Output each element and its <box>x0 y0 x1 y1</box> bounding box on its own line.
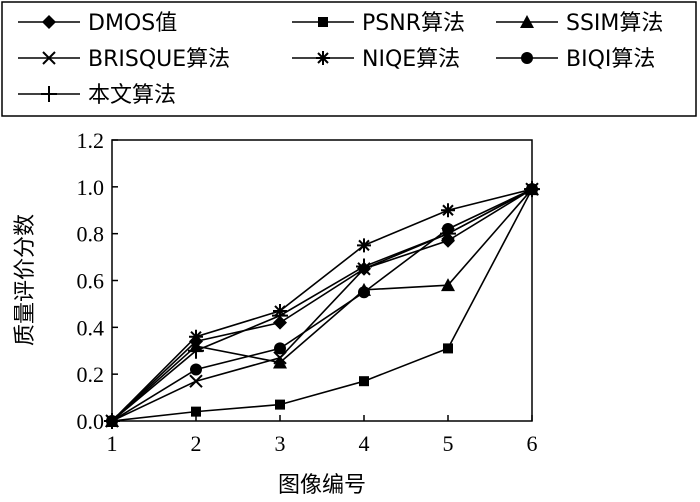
data-point-triangle <box>441 278 455 292</box>
data-point-x <box>189 374 203 388</box>
data-point-plus <box>524 181 540 198</box>
legend-entry: NIQE算法 <box>292 47 460 72</box>
legend: DMOS值 PSNR算法 SSIM算法 BRISQUE算法 NIQE算法 BIQI算法本文… <box>1 1 697 117</box>
series-line <box>111 188 533 422</box>
y-tick-label: 0.4 <box>77 315 105 340</box>
series-line <box>111 188 533 422</box>
y-tick-label: 1.2 <box>77 128 105 153</box>
data-point-plus <box>272 307 288 324</box>
x-tick-label: 4 <box>359 431 370 456</box>
legend-label: BRISQUE算法 <box>88 47 230 72</box>
data-point-square <box>443 343 453 354</box>
legend-marker-plus <box>41 86 57 102</box>
legend-marker-triangle <box>520 15 534 28</box>
legend-marker-diamond <box>42 15 56 29</box>
legend-marker-square <box>318 17 328 27</box>
legend-entry: 本文算法 <box>18 83 176 108</box>
series-layer <box>104 181 540 429</box>
y-tick-label: 0.8 <box>77 222 105 247</box>
legend-marker-circle <box>521 52 533 64</box>
y-tick-label: 1.0 <box>77 175 105 200</box>
tick-layer: 0.0 0.2 0.4 0.6 0.8 1.0 1.2 1 2 3 4 5 6 <box>77 128 538 456</box>
plot-area-frame <box>111 139 533 422</box>
y-tick-label: 0.0 <box>77 409 105 434</box>
data-point-circle <box>190 363 202 376</box>
legend-label: 本文算法 <box>88 83 176 108</box>
x-tick-label: 2 <box>191 431 202 456</box>
series-plus <box>104 181 540 429</box>
data-point-circle <box>274 342 286 355</box>
legend-entry: BRISQUE算法 <box>18 47 230 72</box>
data-point-square <box>359 376 369 387</box>
legend-label: BIQI算法 <box>566 47 655 72</box>
legend-entry: PSNR算法 <box>292 11 465 36</box>
series-triangle <box>105 182 539 427</box>
legend-label: DMOS值 <box>88 11 177 36</box>
x-tick-label: 6 <box>527 431 538 456</box>
series-line <box>111 188 533 422</box>
legend-label: SSIM算法 <box>566 11 663 36</box>
y-tick-label: 0.2 <box>77 362 105 387</box>
x-axis-title: 图像编号 <box>278 473 366 498</box>
series-line <box>111 188 533 422</box>
legend-marker-asterisk <box>316 51 330 65</box>
data-point-x <box>273 351 287 365</box>
series-line <box>111 188 533 422</box>
data-point-plus <box>356 258 372 275</box>
axes <box>111 139 533 422</box>
legend-marker-x <box>42 51 56 65</box>
x-tick-label: 3 <box>275 431 286 456</box>
data-point-plus <box>440 225 456 242</box>
legend-entry: SSIM算法 <box>496 11 663 36</box>
legend-label: NIQE算法 <box>362 47 460 72</box>
data-point-plus <box>188 342 204 359</box>
y-tick-label: 0.6 <box>77 269 105 294</box>
series-line <box>111 188 533 422</box>
data-point-square <box>275 399 285 410</box>
y-axis-title: 质量评价分数 <box>13 214 38 346</box>
legend-entry: BIQI算法 <box>496 47 655 72</box>
legend-label: PSNR算法 <box>362 11 465 36</box>
series-line <box>111 188 533 422</box>
data-point-circle <box>358 286 370 299</box>
data-point-asterisk <box>189 329 203 344</box>
x-tick-label: 1 <box>107 431 118 456</box>
data-point-asterisk <box>441 203 455 218</box>
legend-box <box>1 1 697 117</box>
data-point-square <box>191 406 201 417</box>
legend-entry: DMOS值 <box>18 11 177 36</box>
data-point-triangle <box>273 355 287 369</box>
x-tick-label: 5 <box>443 431 454 456</box>
data-point-asterisk <box>357 238 371 253</box>
